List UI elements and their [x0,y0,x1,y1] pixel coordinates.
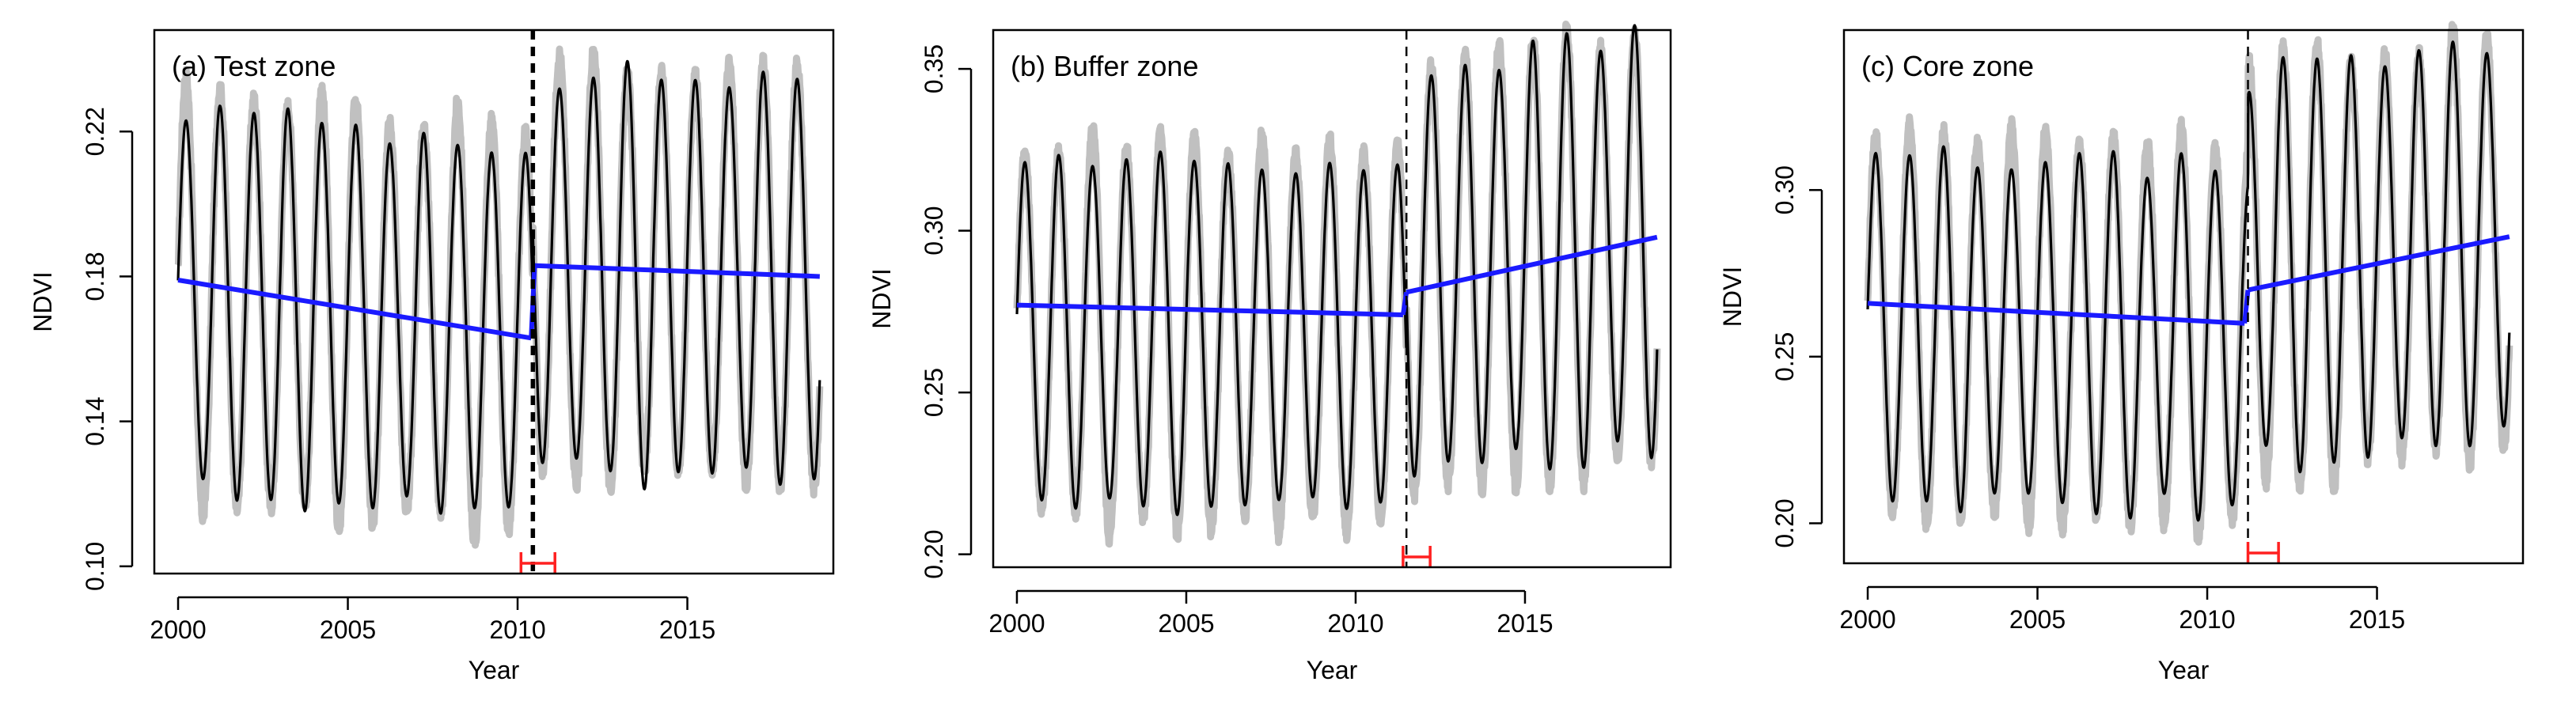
x-tick-label: 2015 [2349,605,2405,634]
panel-core-zone: 2000 2005 2010 2015 0.20 0.25 0.30 (c) Core zo… [1718,21,2525,684]
y-tick-label: 0.22 [81,107,109,156]
fitted-ndvi-series [1015,24,1659,517]
y-axis-label: NDVI [867,268,896,328]
trend-segment-2 [2247,234,2510,293]
x-tick-label: 2010 [2179,605,2235,634]
x-tick-label: 2015 [659,615,715,644]
x-tick-label: 2005 [320,615,376,644]
panel-buffer-zone: 2000 2005 2010 2015 0.20 0.25 0.30 0.35 (b) Buf… [867,21,1672,684]
x-tick-label: 2005 [1158,609,1214,638]
trend-break-jump [2242,290,2251,324]
x-tick-label: 2000 [1839,605,1895,634]
trend-segment-2 [1406,234,1658,295]
panel-title: (c) Core zone [1861,50,2034,82]
y-tick-label: 0.18 [81,252,109,301]
breakpoint-confidence-interval [519,552,556,574]
panel-title: (a) Test zone [172,50,336,82]
fitted-ndvi-series [176,59,821,515]
fitted-ndvi-series [1866,40,2511,522]
trend-segment-1 [177,278,532,341]
panel-test-zone: 2000 2005 2010 2015 0.10 0.14 0.18 0.22 (a) Tes… [28,28,835,684]
breakpoint-confidence-interval [1402,546,1432,568]
x-tick-label: 2010 [489,615,545,644]
trend-segment-1 [1016,302,1403,317]
y-tick-label: 0.10 [81,542,109,591]
plot-frame [153,28,835,575]
y-tick-label: 0.30 [920,206,948,255]
plot-frame [1842,28,2525,565]
y-tick-label: 0.20 [1770,498,1799,547]
x-tick-label: 2010 [1327,609,1383,638]
trend-segment-2 [534,263,820,279]
y-tick-label: 0.30 [1770,165,1799,214]
y-axis-label: NDVI [1718,267,1747,327]
breakpoint-confidence-interval [2246,542,2280,564]
y-tick-label: 0.20 [920,529,948,578]
x-tick-label: 2005 [2009,605,2066,634]
plot-frame [992,28,1672,569]
x-tick-label: 2000 [150,615,206,644]
y-tick-label: 0.35 [920,44,948,93]
x-axis-label: Year [1307,656,1358,684]
trend-segment-1 [1867,301,2245,326]
x-axis-label: Year [469,656,520,684]
y-axis-label: NDVI [28,271,57,331]
y-tick-label: 0.25 [920,368,948,417]
y-tick-label: 0.14 [81,396,109,445]
x-axis-label: Year [2158,656,2210,684]
panel-title: (b) Buffer zone [1011,50,1198,82]
x-tick-label: 2015 [1497,609,1553,638]
y-tick-label: 0.25 [1770,332,1799,381]
x-tick-label: 2000 [988,609,1045,638]
